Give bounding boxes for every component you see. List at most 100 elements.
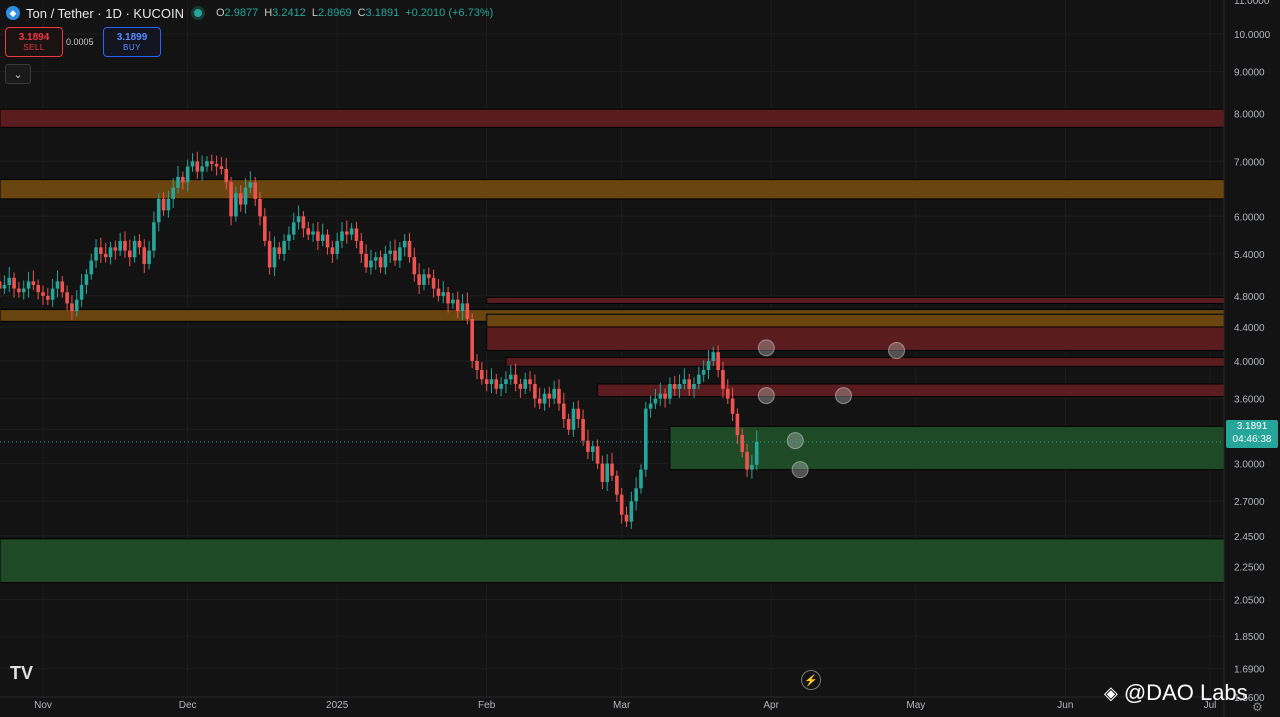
candle-body: [455, 299, 460, 312]
sell-price: 3.1894: [18, 32, 50, 43]
close-value: 3.1891: [365, 7, 400, 19]
watermark-text: @DAO Labs: [1123, 680, 1248, 705]
candle-body: [103, 253, 108, 258]
candle-countdown: 04:46:38: [1232, 434, 1272, 445]
candle-body: [431, 277, 436, 289]
candle-body: [248, 182, 253, 188]
candle-body: [272, 247, 277, 268]
y-tick-label: 8.0000: [1234, 110, 1265, 121]
x-tick-label: Feb: [478, 700, 496, 711]
candle-body: [692, 384, 696, 389]
y-tick-label: 4.8000: [1234, 292, 1265, 303]
candle-body: [190, 161, 195, 167]
candle-body: [595, 446, 600, 464]
candle-body: [330, 247, 335, 254]
candle-body: [465, 303, 470, 319]
close-label: C: [357, 7, 366, 19]
candle-body: [200, 166, 204, 172]
current-price-tag: 3.1891 04:46:38: [1226, 420, 1278, 448]
candle-body: [706, 360, 711, 371]
candle-body: [499, 384, 503, 389]
candle-body: [108, 247, 113, 258]
candle-body: [79, 284, 84, 300]
y-tick-label: 11.0000: [1234, 0, 1270, 7]
collapse-toggle-button[interactable]: ⌄: [5, 64, 31, 84]
candle-body: [258, 198, 262, 217]
candle-body: [735, 413, 740, 436]
watermark: ◈ @DAO Labs: [1104, 680, 1248, 706]
candle-body: [2, 284, 7, 289]
y-tick-label: 2.0500: [1234, 596, 1265, 607]
high-label: H: [264, 7, 273, 19]
candle-body: [402, 240, 407, 248]
candle-body: [46, 295, 50, 300]
candle-body: [21, 288, 26, 293]
candle-body: [460, 303, 465, 312]
candle-body: [586, 440, 590, 452]
candle-body: [745, 451, 749, 470]
marker-circle: [757, 387, 775, 405]
y-tick-label: 2.4500: [1234, 532, 1265, 543]
candle-body: [291, 222, 296, 235]
candle-body: [393, 250, 397, 261]
candle-body: [470, 318, 474, 361]
candle-body: [65, 292, 69, 304]
candle-body: [325, 234, 330, 248]
tradingview-logo-icon[interactable]: TV: [10, 663, 34, 683]
candle-body: [581, 418, 585, 441]
candle-body: [542, 393, 547, 404]
y-tick-label: 7.0000: [1234, 157, 1265, 168]
candle-body: [137, 240, 142, 248]
candle-body: [70, 303, 74, 312]
current-price-label: 3.1891: [1236, 421, 1268, 432]
candle-body: [643, 408, 648, 470]
candle-body: [417, 274, 421, 285]
candle-body: [378, 257, 383, 268]
candle-body: [508, 374, 513, 380]
candle-body: [26, 281, 31, 289]
candle-body: [566, 418, 571, 430]
candle-body: [528, 379, 532, 385]
candle-body: [518, 384, 523, 389]
candle-body: [267, 240, 272, 268]
candle-body: [7, 277, 12, 285]
candle-body: [711, 352, 716, 361]
y-tick-label: 2.7000: [1234, 497, 1265, 508]
candle-body: [142, 247, 147, 264]
candle-body: [451, 299, 455, 304]
binance-logo-icon: ◈: [1104, 682, 1118, 703]
candle-body: [301, 216, 306, 229]
candle-body: [74, 299, 79, 312]
buy-button[interactable]: 3.1899 BUY: [103, 27, 161, 57]
resistance-zone: [597, 383, 1225, 398]
candle-body: [398, 247, 402, 261]
symbol-title[interactable]: Ton / Tether · 1D · KUCOIN: [26, 5, 184, 21]
candle-body: [349, 228, 354, 235]
candle-body: [663, 393, 667, 399]
y-tick-label: 4.0000: [1234, 357, 1265, 368]
candle-body: [480, 370, 484, 380]
resistance-zone: [486, 296, 1225, 304]
sell-label: SELL: [23, 43, 45, 52]
candle-body: [677, 384, 682, 389]
marker-circle: [835, 387, 853, 405]
candle-body: [17, 288, 21, 293]
candle-body: [605, 463, 610, 482]
marker-circle: [786, 432, 804, 450]
change-value: +0.2010 (+6.73%): [405, 7, 494, 19]
candle-body: [340, 231, 344, 241]
candle-body: [354, 228, 359, 241]
sell-button[interactable]: 3.1894 SELL: [5, 27, 63, 57]
candle-body: [123, 240, 127, 251]
candle-body: [629, 501, 634, 522]
candle-body: [316, 231, 320, 241]
candle-body: [311, 231, 315, 235]
candle-body: [132, 240, 137, 258]
candle-body: [383, 253, 388, 268]
support-zone: [669, 425, 1225, 471]
candle-body: [436, 288, 441, 296]
lightning-icon[interactable]: ⚡: [801, 670, 821, 690]
candle-body: [369, 260, 373, 268]
settings-icon[interactable]: ⚙: [1252, 700, 1263, 714]
